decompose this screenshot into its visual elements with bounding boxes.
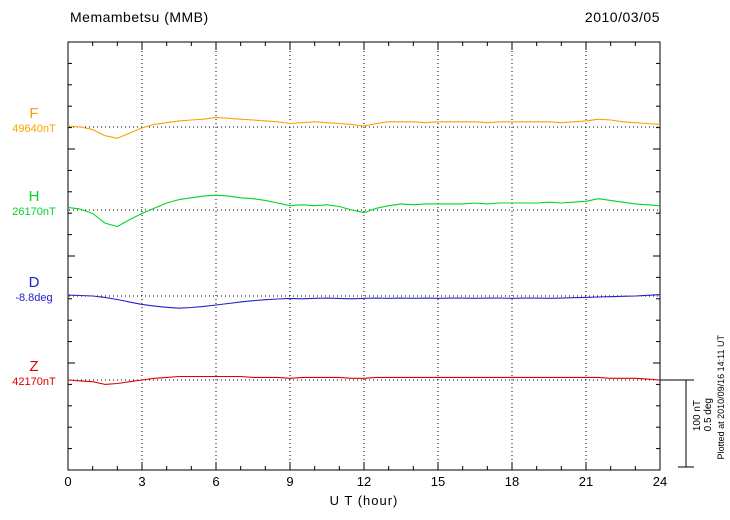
station-title: Memambetsu (MMB) [70,9,209,25]
series-label-D: D -8.8deg [5,274,63,305]
x-tick-label: 9 [286,474,294,489]
x-axis-label: U T (hour) [329,493,399,508]
x-tick-label: 6 [212,474,220,489]
series-baseline-F: 49640nT [12,123,56,135]
x-tick-label: 18 [504,474,520,489]
series-label-H: H 26170nT [5,188,63,219]
x-tick-label: 12 [356,474,372,489]
series-name-Z: Z [29,358,39,375]
plotted-at-note: Plotted at 2010/09/16 14:11 UT [716,335,726,460]
series-name-H: H [28,188,40,205]
series-baseline-D: -8.8deg [15,292,53,304]
x-tick-label: 24 [652,474,668,489]
series-label-Z: Z 42170nT [5,358,63,389]
series-baseline-Z: 42170nT [12,376,56,388]
x-tick-label: 0 [64,474,72,489]
x-tick-label: 3 [138,474,146,489]
x-tick-label: 15 [430,474,446,489]
x-tick-label: 21 [578,474,594,489]
scale-bar-deg-label: 0.5 deg [703,398,714,432]
series-label-F: F 49640nT [5,105,63,136]
plot-date: 2010/03/05 [584,9,660,25]
series-baseline-H: 26170nT [12,206,56,218]
x-axis-tick-labels: 0 3 6 9 12 15 18 21 24 [0,474,730,490]
series-name-F: F [29,105,39,122]
series-name-D: D [28,274,40,291]
scale-bar-nt-label: 100 nT [692,400,703,432]
